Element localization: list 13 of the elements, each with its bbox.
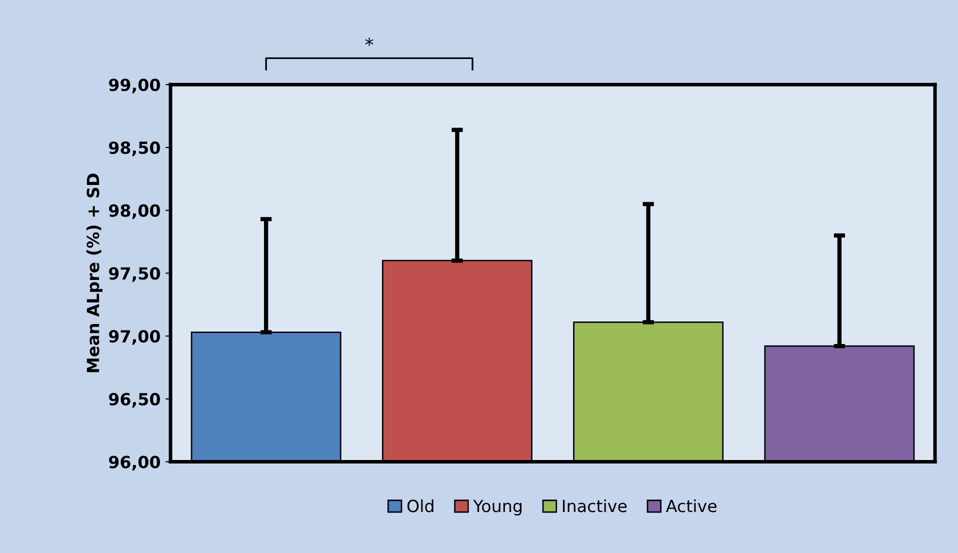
y-tick-label: 97,50 — [108, 267, 160, 282]
y-tick-label: 98,50 — [108, 141, 160, 156]
y-tick-label: 97,00 — [108, 330, 160, 345]
y-tick-label: 98,00 — [108, 204, 160, 220]
legend-label: Active — [666, 499, 716, 512]
y-axis-title: Mean ALpre (%) + SD — [86, 174, 103, 372]
y-tick-label: 96,00 — [108, 456, 160, 470]
legend-label: Young — [473, 500, 522, 516]
y-tick-label: 99,00 — [108, 78, 160, 94]
text: * — [365, 38, 374, 46]
y-tick-label: 96,50 — [108, 392, 160, 408]
legend-label: Old — [407, 499, 434, 512]
legend-label: Inactive — [562, 499, 627, 512]
